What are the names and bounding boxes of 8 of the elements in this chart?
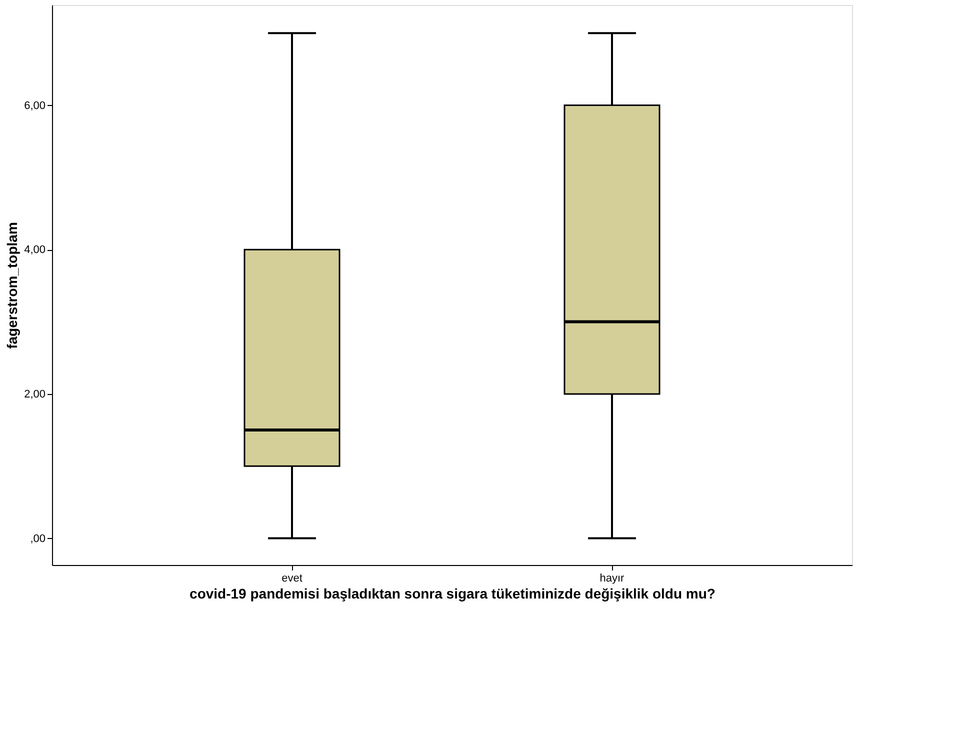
y-tick-label: 2,00 xyxy=(24,388,46,400)
y-tick-label: 6,00 xyxy=(24,100,46,112)
y-axis-title: fagerstrom_toplam xyxy=(4,222,20,349)
y-tick-label: 4,00 xyxy=(24,244,46,256)
x-tick-label: evet xyxy=(282,572,302,584)
x-tick-label: hayır xyxy=(600,572,625,584)
y-tick-label: ,00 xyxy=(30,532,46,545)
x-axis-title: covid-19 pandemisi başladıktan sonra sigara tüketiminizde değişiklik oldu mu? xyxy=(190,586,716,602)
